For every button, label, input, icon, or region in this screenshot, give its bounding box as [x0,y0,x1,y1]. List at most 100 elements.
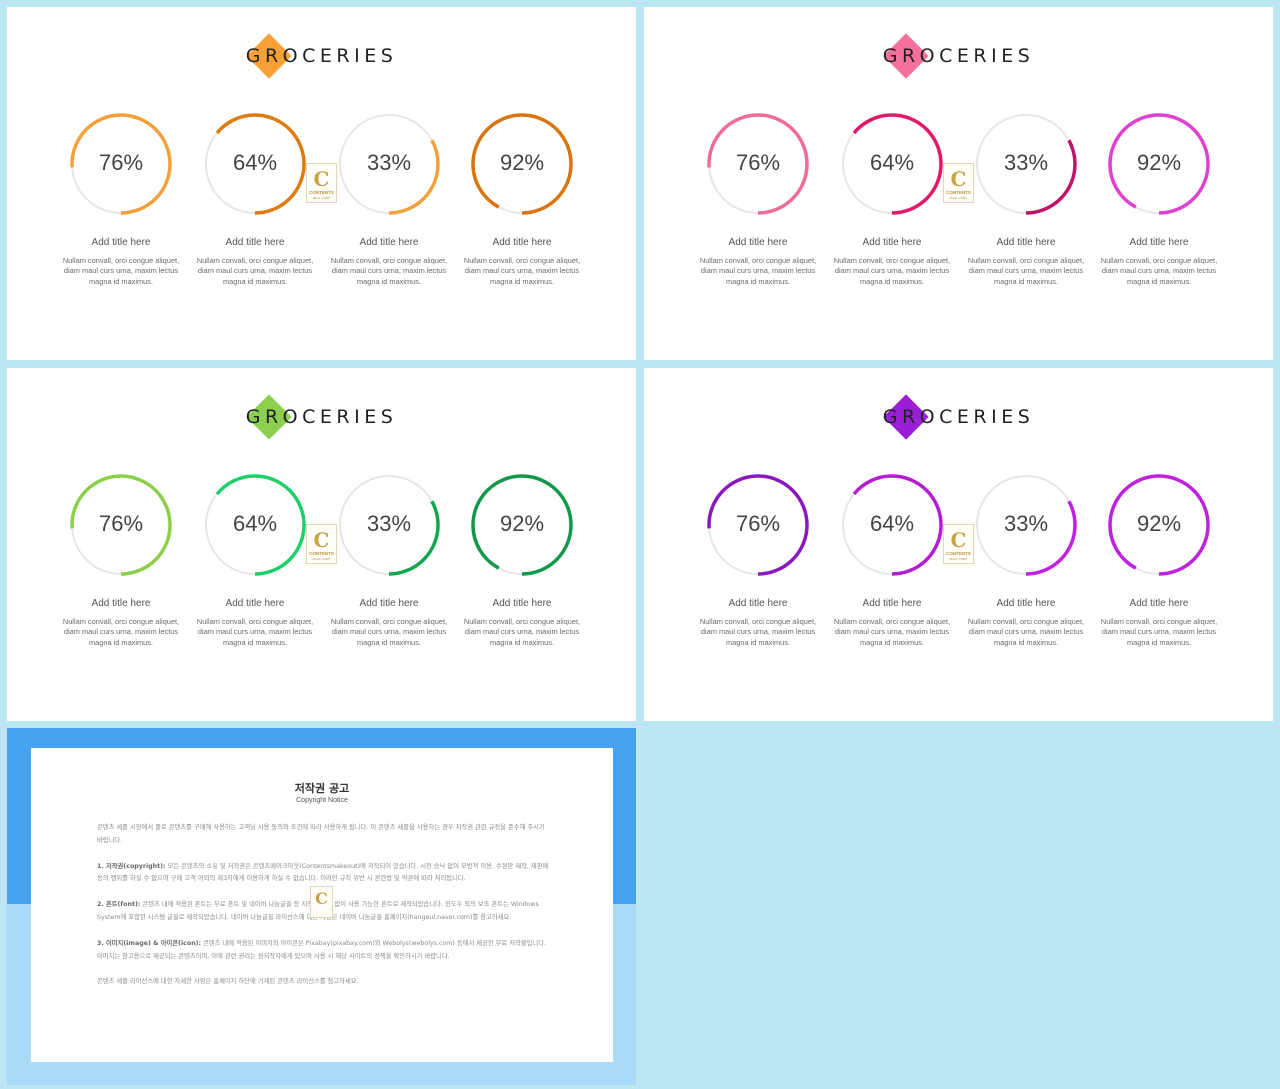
item-description: Nullam convall, orci congue aliquet, dia… [833,256,951,286]
progress-ring [974,473,1078,577]
progress-percent: 76% [98,511,144,536]
slide-title-block: GROCERIES [644,33,1273,79]
notice-intro: 콘텐츠 세플 시장에서 플로 콘텐츠를 구매해 사용하는 고객님 사용 동의와 … [97,824,545,844]
ring-progress-arc [338,113,440,215]
progress-item: 92% Add title here Nullam convall, orci co… [460,112,580,312]
progress-percent: 64% [232,150,278,175]
progress-ring [1107,112,1211,216]
watermark-logo: C CONTENTS MAUL CORP [943,163,974,203]
item-description: Nullam convall, orci congue aliquet, dia… [1100,617,1218,647]
progress-percent: 92% [499,150,545,175]
watermark-logo: C CONTENTS MAUL CORP [306,524,337,564]
progress-item: 64% Add title here Nullam convall, orci co… [193,473,313,673]
progress-ring [69,473,173,577]
watermark-logo: C CONTENTS MAUL CORP [943,524,974,564]
progress-item: 76% Add title here Nullam convall, orci co… [696,473,816,673]
item-description: Nullam convall, orci congue aliquet, dia… [699,256,817,286]
ring-progress-arc [975,474,1077,576]
item-title: Add title here [359,598,419,609]
progress-ring [337,473,441,577]
slide-title: GROCERIES [245,406,398,428]
notice-body: 콘텐츠 세플 시장에서 플로 콘텐츠를 구매해 사용하는 고객님 사용 동의와 … [97,822,549,1002]
item-description: Nullam convall, orci congue aliquet, dia… [62,256,180,286]
progress-ring [706,112,810,216]
progress-percent: 33% [1003,511,1049,536]
item-description: Nullam convall, orci congue aliquet, dia… [330,617,448,647]
progress-item: 76% Add title here Nullam convall, orci co… [59,473,179,673]
item-title: Add title here [862,598,922,609]
ring-progress-arc [70,113,172,215]
watermark-logo: C CONTENTS MAUL CORP [306,163,337,203]
ring-progress-arc [841,474,943,576]
item-title: Add title here [1129,237,1189,248]
item-title: Add title here [91,598,151,609]
notice-title: 저작권 공고 [294,782,350,795]
progress-ring [840,112,944,216]
slide-title: GROCERIES [245,45,398,67]
ring-progress-arc [204,474,306,576]
slide-title: GROCERIES [882,406,1035,428]
progress-percent: 33% [1003,150,1049,175]
slide-green: GROCERIES 76% Add title here Nullam conval… [7,368,636,721]
progress-percent: 64% [869,511,915,536]
ring-progress-arc [204,113,306,215]
ring-progress-arc [471,113,573,215]
slide-title: GROCERIES [882,45,1035,67]
item-description: Nullam convall, orci congue aliquet, dia… [1100,256,1218,286]
notice-section: 2. 폰트(font): 콘텐츠 내에 적용된 폰트는 무료 폰트 및 네이버 … [97,901,539,921]
item-title: Add title here [996,237,1056,248]
progress-ring [337,112,441,216]
progress-item: 76% Add title here Nullam convall, orci co… [696,112,816,312]
copyright-slide: 저작권 공고 Copyright Notice 콘텐츠 세플 시장에서 플로 콘… [7,728,636,1085]
item-title: Add title here [862,237,922,248]
progress-item: 33% Add title here Nullam convall, orci co… [327,112,447,312]
ring-progress-arc [338,474,440,576]
progress-ring [974,112,1078,216]
item-description: Nullam convall, orci congue aliquet, dia… [463,617,581,647]
slide-title-block: GROCERIES [7,394,636,440]
notice-section: 1. 저작권(copyright): 모든 콘텐츠의 소유 및 저작권은 콘텐츠… [97,862,549,883]
progress-item: 64% Add title here Nullam convall, orci co… [193,112,313,312]
item-description: Nullam convall, orci congue aliquet, dia… [463,256,581,286]
progress-ring [840,473,944,577]
slide-orange: GROCERIES 76% Add title here Nullam conval… [7,7,636,360]
ring-progress-arc [70,474,172,576]
ring-progress-arc [1108,474,1210,576]
item-description: Nullam convall, orci congue aliquet, dia… [330,256,448,286]
progress-ring [470,473,574,577]
progress-item: 92% Add title here Nullam convall, orci co… [1097,112,1217,312]
item-description: Nullam convall, orci congue aliquet, dia… [62,617,180,647]
progress-percent: 92% [1136,511,1182,536]
progress-percent: 64% [232,511,278,536]
notice-subtitle: Copyright Notice [296,797,348,804]
progress-percent: 92% [499,511,545,536]
progress-percent: 76% [735,511,781,536]
notice-outro: 콘텐츠 세플 라이선스에 대한 자세한 사항은 홈페이지 하단에 기재된 콘텐츠… [97,978,359,986]
notice-section: 3. 이미지(image) & 아이콘(icon): 콘텐츠 내에 적용된 이미… [97,939,546,960]
ring-progress-arc [841,113,943,215]
item-description: Nullam convall, orci congue aliquet, dia… [967,617,1085,647]
progress-percent: 76% [735,150,781,175]
progress-ring [706,473,810,577]
item-title: Add title here [728,237,788,248]
item-description: Nullam convall, orci congue aliquet, dia… [967,256,1085,286]
progress-item: 64% Add title here Nullam convall, orci co… [830,473,950,673]
ring-progress-arc [1108,113,1210,215]
progress-ring [203,112,307,216]
item-title: Add title here [492,237,552,248]
slide-title-block: GROCERIES [7,33,636,79]
item-title: Add title here [728,598,788,609]
progress-item: 33% Add title here Nullam convall, orci co… [964,473,1084,673]
slide-pink: GROCERIES 76% Add title here Nullam conval… [644,7,1273,360]
item-title: Add title here [492,598,552,609]
ring-progress-arc [471,474,573,576]
item-title: Add title here [1129,598,1189,609]
progress-percent: 33% [366,150,412,175]
progress-item: 92% Add title here Nullam convall, orci co… [1097,473,1217,673]
ring-progress-arc [707,474,809,576]
progress-percent: 64% [869,150,915,175]
slide-purple: GROCERIES 76% Add title here Nullam conval… [644,368,1273,721]
progress-item: 92% Add title here Nullam convall, orci co… [460,473,580,673]
watermark-logo: C [310,886,333,918]
item-description: Nullam convall, orci congue aliquet, dia… [699,617,817,647]
